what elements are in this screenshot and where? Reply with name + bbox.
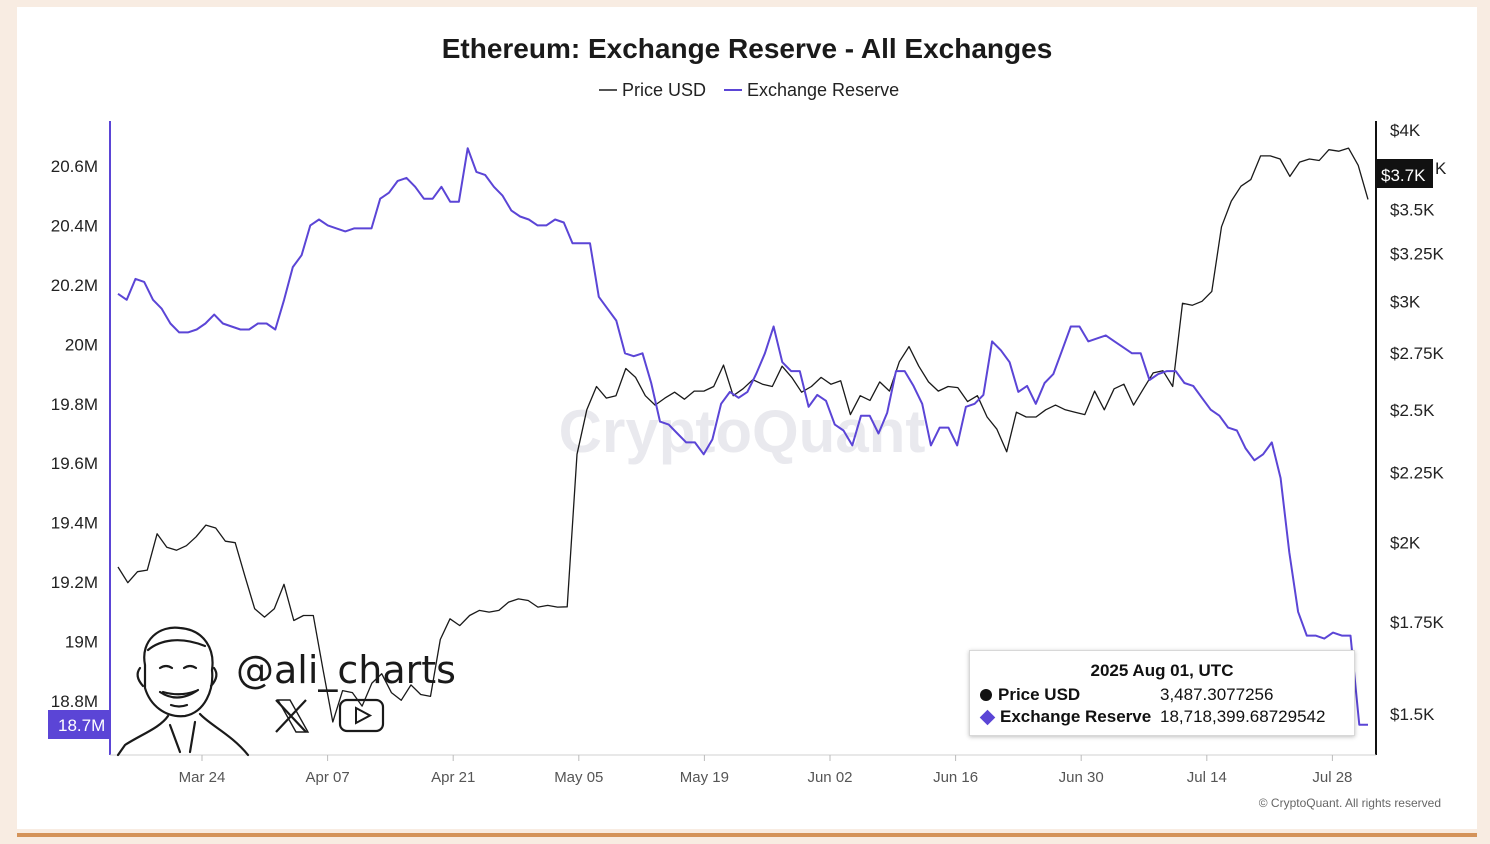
x-tick-label: Apr 21 [431,769,475,786]
chart-title: Ethereum: Exchange Reserve - All Exchang… [442,33,1053,64]
youtube-icon[interactable] [338,698,385,733]
left-tick-label: 20.4M [51,216,98,235]
copyright-text: © CryptoQuant. All rights reserved [1259,796,1441,810]
tooltip-price-value: 3,487.3077256 [1160,685,1274,704]
right-tick-label: $3.25K [1390,245,1445,264]
left-tick-label: 19.2M [51,573,98,592]
left-tick-label: 20.6M [51,157,98,176]
x-tick-label: Jun 02 [807,769,852,786]
right-tick-label: $3K [1390,292,1421,311]
left-tick-label: 20M [65,335,98,354]
left-tick-label: 19M [65,633,98,652]
left-tick-label: 20.2M [51,276,98,295]
x-logo-icon[interactable] [275,699,310,733]
right-tick-label: $2.75K [1390,344,1445,363]
left-axis-ticks: 20.6M 20.4M 20.2M 20M 19.8M 19.6M 19.4M 19.2M 19… [51,157,98,711]
x-tick-label: Apr 07 [305,769,349,786]
right-tick-label: $2.25K [1390,464,1445,483]
left-current-value-text: 18.7M [58,716,105,735]
legend: Price USD Exchange Reserve [599,80,899,100]
x-tick-label: Jun 16 [933,769,978,786]
x-tick-label: Mar 24 [179,769,226,786]
right-tick-label: $1.5K [1390,705,1435,724]
right-tick-label: $4K [1390,121,1421,140]
bottom-divider [17,833,1477,837]
x-tick-label: Jun 30 [1059,769,1104,786]
data-tooltip: 2025 Aug 01, UTC Price USD 3,487.3077256… [969,650,1355,736]
right-tick-label: $2.5K [1390,401,1435,420]
tooltip-date: 2025 Aug 01, UTC [1090,661,1234,680]
exchange-reserve-series-line [117,147,1368,726]
right-axis-ticks: $4K $3.5K $3.25K $3K $2.75K $2.5K $2.25K $2K $1.… [1390,121,1445,724]
price-dot-icon [980,689,992,701]
tooltip-reserve-label: Exchange Reserve [1000,707,1152,726]
tooltip-price-row: Price USD 3,487.3077256 [980,685,1273,705]
right-tick-label: $1.75K [1390,613,1445,632]
right-tick-label: $3.5K [1390,201,1435,220]
legend-reserve-label[interactable]: Exchange Reserve [747,80,899,100]
author-handle: @ali_charts [236,648,456,692]
tooltip-reserve-value: 18,718,399.68729542 [1160,707,1326,726]
x-tick-label: May 05 [554,769,603,786]
price-usd-series-line [117,147,1369,723]
author-avatar-sketch [116,626,250,757]
x-tick-label: Jul 14 [1187,769,1227,786]
reserve-diamond-icon [979,709,996,726]
x-axis-ticks: Mar 24 Apr 07 Apr 21 May 05 May 19 Jun 02 Jun … [179,755,1352,786]
x-tick-label: Jul 28 [1312,769,1352,786]
left-tick-label: 19.8M [51,395,98,414]
right-current-value-text: $3.7K [1381,166,1426,185]
right-tick-label: $2K [1390,534,1421,553]
left-tick-label: 18.8M [51,692,98,711]
left-tick-label: 19.6M [51,454,98,473]
svg-text:K: K [1435,159,1447,178]
tooltip-reserve-row: Exchange Reserve 18,718,399.68729542 [979,707,1325,727]
left-tick-label: 19.4M [51,514,98,533]
legend-price-label[interactable]: Price USD [622,80,706,100]
left-current-value-badge: 18.7M [48,710,110,739]
watermark: CryptoQuant [559,398,926,465]
right-current-value-badge: $3.7K K [1377,159,1447,188]
x-tick-label: May 19 [680,769,729,786]
tooltip-price-label: Price USD [998,685,1081,704]
